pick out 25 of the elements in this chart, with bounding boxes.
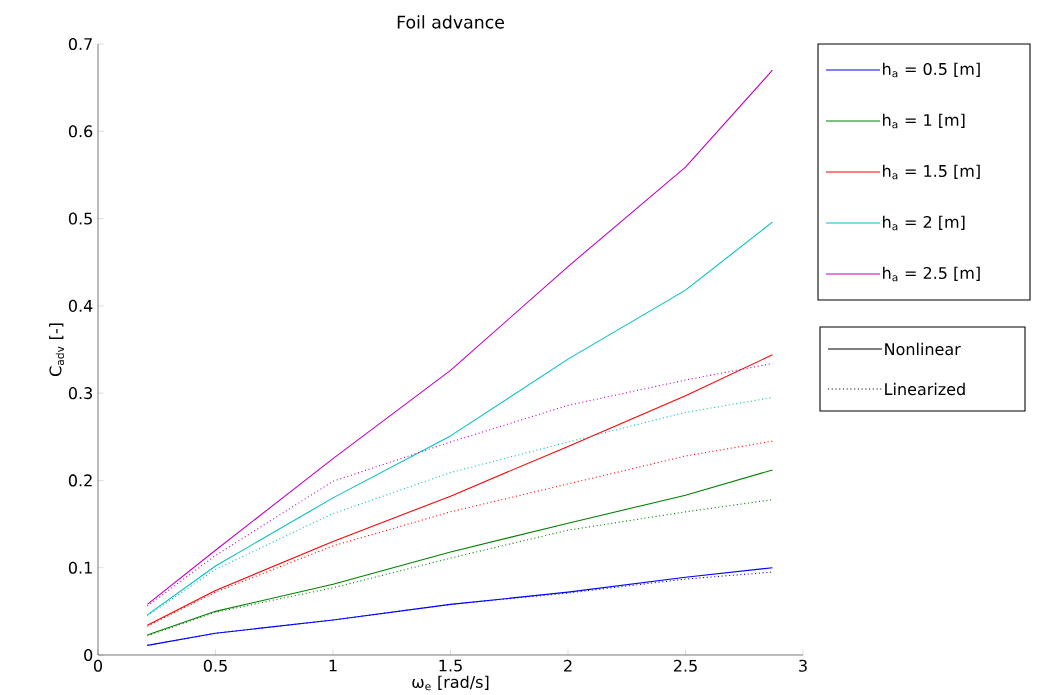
y-tick-label: 0 <box>84 649 93 662</box>
legend-label: Linearized <box>885 382 965 396</box>
legend-label: h$_{a}$ = 2.5 [m] <box>883 266 980 282</box>
x-tick-label: 3 <box>799 659 807 672</box>
y-tick-label: 0.4 <box>68 299 93 313</box>
x-tick-label: 2.5 <box>673 659 697 672</box>
y-tick-label: 0.3 <box>68 387 92 400</box>
x-tick-label: 0 <box>93 659 103 672</box>
y-tick-label: 0.2 <box>68 474 92 487</box>
x-tick-label: 0.5 <box>203 659 227 672</box>
x-tick-label: 2 <box>564 659 572 672</box>
y-tick-label: 0.7 <box>68 38 92 51</box>
legend-label: h$_{a}$ = 1 [m] <box>883 113 965 129</box>
legend-label: h$_{a}$ = 2 [m] <box>883 215 965 231</box>
y-tick-label: 0.5 <box>68 212 92 225</box>
legend-label: h$_{a}$ = 1.5 [m] <box>883 164 980 180</box>
y-tick-label: 0.6 <box>68 125 93 138</box>
y-tick-label: 0.1 <box>68 561 92 574</box>
legend-label: Nonlinear <box>885 342 961 356</box>
y-axis-title: C$_{adv}$ [-] <box>49 323 65 377</box>
chart-title: Foil advance <box>397 15 504 29</box>
x-axis-title: ω$_{e}$ [rad/s] <box>412 675 489 691</box>
x-tick-label: 1 <box>329 659 337 672</box>
legend-label: h$_{a}$ = 0.5 [m] <box>883 62 980 78</box>
x-tick-label: 1.5 <box>439 659 462 672</box>
